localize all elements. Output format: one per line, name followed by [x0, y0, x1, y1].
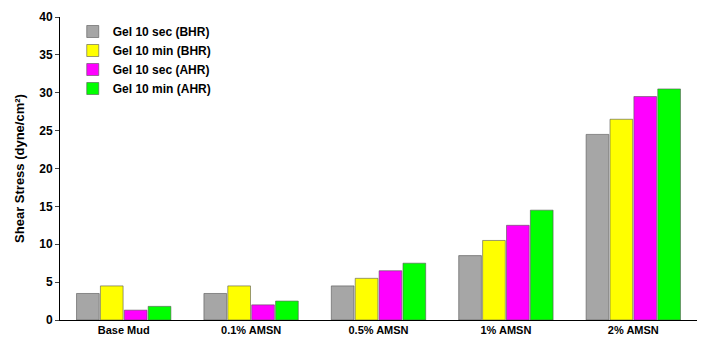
svg-text:25: 25 — [39, 124, 53, 138]
svg-text:Gel 10 min (BHR): Gel 10 min (BHR) — [113, 44, 211, 58]
svg-text:35: 35 — [39, 48, 53, 62]
svg-text:1% AMSN: 1% AMSN — [480, 324, 531, 336]
svg-text:Base Mud: Base Mud — [98, 324, 150, 336]
svg-text:Gel 10 sec (AHR): Gel 10 sec (AHR) — [113, 63, 210, 77]
svg-text:15: 15 — [39, 200, 53, 214]
svg-text:20: 20 — [39, 162, 53, 176]
svg-text:Shear Stress (dyne/cm²): Shear Stress (dyne/cm²) — [12, 94, 27, 243]
svg-text:10: 10 — [39, 237, 53, 251]
svg-text:2% AMSN: 2% AMSN — [608, 324, 659, 336]
svg-text:30: 30 — [39, 86, 53, 100]
svg-text:Gel 10 min (AHR): Gel 10 min (AHR) — [113, 82, 211, 96]
svg-text:Gel 10 sec (BHR): Gel 10 sec (BHR) — [113, 25, 210, 39]
svg-text:0.5% AMSN: 0.5% AMSN — [348, 324, 408, 336]
svg-text:5: 5 — [46, 275, 53, 289]
svg-text:40: 40 — [39, 10, 53, 24]
svg-text:0: 0 — [46, 313, 53, 327]
svg-text:0.1% AMSN: 0.1% AMSN — [221, 324, 281, 336]
